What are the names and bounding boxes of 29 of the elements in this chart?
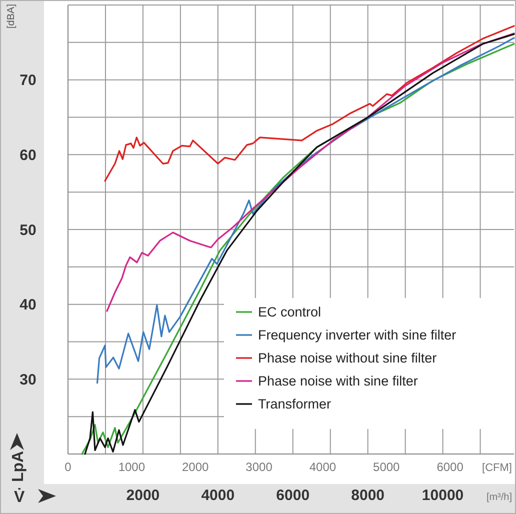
legend-label: Frequency inverter with sine filter (258, 328, 457, 343)
x2-tick-label: 5000 (373, 460, 400, 474)
y-axis-title: [dBA] (6, 4, 17, 28)
legend-label: Phase noise without sine filter (258, 350, 438, 366)
x-axis-title: [m³/h] (486, 492, 512, 503)
x2-tick-label: 1000 (118, 460, 146, 474)
legend-label: Phase noise with sine filter (258, 374, 418, 389)
y-tick-label: 50 (20, 222, 36, 239)
y-tick-label: 70 (20, 72, 36, 90)
x2-tick-label: 2000 (182, 460, 210, 474)
x2-axis-title: [CFM] (482, 462, 512, 474)
x-tick-label: 8000 (351, 487, 385, 504)
y-tick-label: 60 (20, 146, 36, 164)
x2-tick-label: 4000 (309, 460, 336, 474)
x2-tick-label: 6000 (436, 460, 464, 474)
x-tick-label: 4000 (201, 487, 235, 504)
legend-label: Transformer (258, 396, 332, 412)
legend-label: EC control (258, 304, 322, 320)
text: LpA (10, 450, 27, 482)
line-series (96, 37, 515, 384)
line-series (104, 25, 515, 182)
x-tick-label: 2000 (126, 487, 160, 504)
x2-tick-label: 0 (64, 460, 72, 474)
x2-tick-label: 3000 (246, 460, 273, 474)
y-tick-label: 30 (20, 371, 36, 388)
text: V̇ (14, 488, 25, 506)
x-tick-label: 10000 (422, 487, 464, 504)
x-tick-label: 6000 (276, 487, 310, 504)
y-tick-label: 40 (20, 296, 36, 314)
